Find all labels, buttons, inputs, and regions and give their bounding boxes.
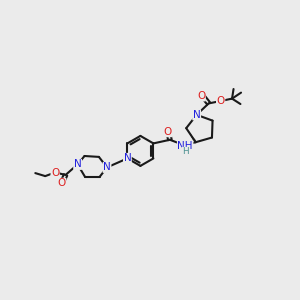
Text: O: O [197, 91, 205, 101]
Text: N: N [103, 162, 111, 172]
Text: O: O [217, 96, 225, 106]
Text: H: H [182, 147, 188, 156]
Text: NH: NH [177, 141, 193, 151]
Text: O: O [51, 167, 59, 178]
Text: N: N [74, 159, 82, 170]
Text: O: O [58, 178, 66, 188]
Text: N: N [193, 110, 200, 120]
Text: O: O [164, 127, 172, 137]
Text: N: N [124, 153, 131, 164]
